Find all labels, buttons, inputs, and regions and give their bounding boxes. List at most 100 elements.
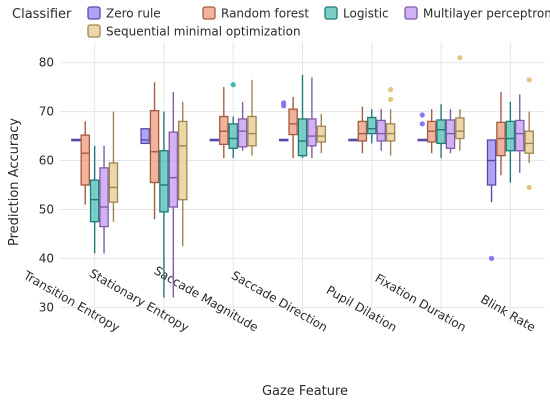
legend-label: Logistic [343,7,389,21]
box-zero-rule [140,128,150,145]
outlier-point [387,96,394,102]
outlier-point [526,77,532,83]
box-zero-rule [417,112,428,142]
plot-area [71,55,534,298]
box-iqr [108,162,119,203]
box-iqr [367,116,377,135]
box-zero-rule [278,100,289,142]
box-iqr [228,123,238,149]
legend-item[interactable]: Random forest [202,6,309,21]
legend-label: Random forest [221,7,309,21]
box-iqr [159,150,169,213]
box-random-forest [426,109,437,154]
box-iqr [297,118,308,157]
box-logistic [505,101,516,183]
legend-swatch [324,6,338,20]
legend-item[interactable]: Logistic [324,6,389,21]
box-sequential-minimal-optimization [385,86,396,156]
box-random-forest [80,121,90,205]
outlier-point [230,82,236,88]
box-sequential-minimal-optimization [455,55,465,151]
box-iqr [515,119,525,152]
legend-swatch [87,6,101,20]
outlier-point [526,184,532,191]
box-random-forest [149,82,160,220]
y-tick-label: 30 [39,300,54,314]
box-random-forest [219,87,229,159]
legend-swatch [404,6,418,20]
box-iqr [357,120,368,142]
y-tick-label: 50 [39,202,54,216]
box-multilayer-perceptron [237,101,248,151]
box-multilayer-perceptron [515,94,525,173]
box-logistic [367,109,377,144]
box-iqr [316,125,327,143]
box-logistic [297,74,308,159]
box-iqr [177,120,188,201]
box-iqr [436,119,446,145]
box-random-forest [357,106,368,154]
box-iqr [140,128,150,145]
box-iqr [455,117,465,140]
box-iqr [89,179,100,223]
outlier-point [457,55,463,61]
box-zero-rule [209,138,220,142]
outlier-point [488,255,495,261]
box-logistic [159,111,169,298]
legend-item[interactable]: Multilayer perceptron [404,6,550,21]
box-sequential-minimal-optimization [177,101,188,247]
y-axis-label: Prediction Accuracy [7,118,22,246]
x-axis-label: Gaze Feature [262,384,348,399]
box-iqr [237,118,248,148]
box-logistic [228,82,238,159]
outlier-point [419,121,425,127]
y-tick-label: 40 [39,251,54,265]
y-tick-label: 80 [39,56,54,70]
box-sequential-minimal-optimization [108,111,119,222]
box-multilayer-perceptron [376,109,386,151]
box-iqr [168,131,179,208]
outlier-point [281,100,287,106]
box-iqr [80,134,90,186]
box-iqr [288,108,298,136]
box-multilayer-perceptron [99,145,109,254]
legend-label: Zero rule [106,7,161,21]
box-multilayer-perceptron [168,92,179,298]
legend-label: Sequential minimal optimization [106,25,301,39]
legend-label: Multilayer perceptron [423,7,550,21]
box-zero-rule [486,139,497,261]
box-iqr [99,167,109,228]
box-iqr [376,119,386,142]
box-random-forest [496,92,506,176]
x-tick-label: Blink Rate [478,292,538,335]
legend-item[interactable]: Sequential minimal optimization [87,24,301,39]
box-zero-rule [71,138,81,142]
box-iqr [505,120,516,152]
box-logistic [436,104,446,159]
legend-swatch [202,6,216,20]
box-zero-rule [348,138,358,142]
box-iqr [385,123,396,142]
box-multilayer-perceptron [307,77,317,159]
legend-item[interactable]: Zero rule [87,6,161,21]
box-iqr [524,130,534,154]
y-tick-label: 70 [39,105,54,119]
y-tick-label: 60 [39,154,54,168]
box-iqr [247,115,257,147]
legend-title: Classifier [12,7,72,22]
box-iqr [307,118,317,147]
legend: Zero rule Random forest Logistic Multilayer… [87,6,550,39]
box-iqr [486,139,497,186]
box-random-forest [288,96,298,159]
box-sequential-minimal-optimization [524,77,534,191]
outlier-point [419,112,425,118]
outlier-point [387,86,394,93]
box-sequential-minimal-optimization [316,114,327,154]
box-sequential-minimal-optimization [247,79,257,156]
box-logistic [89,145,100,254]
y-axis: 30 40 50 60 70 80 [39,56,54,315]
box-multilayer-perceptron [445,109,456,154]
box-iqr [219,115,229,146]
